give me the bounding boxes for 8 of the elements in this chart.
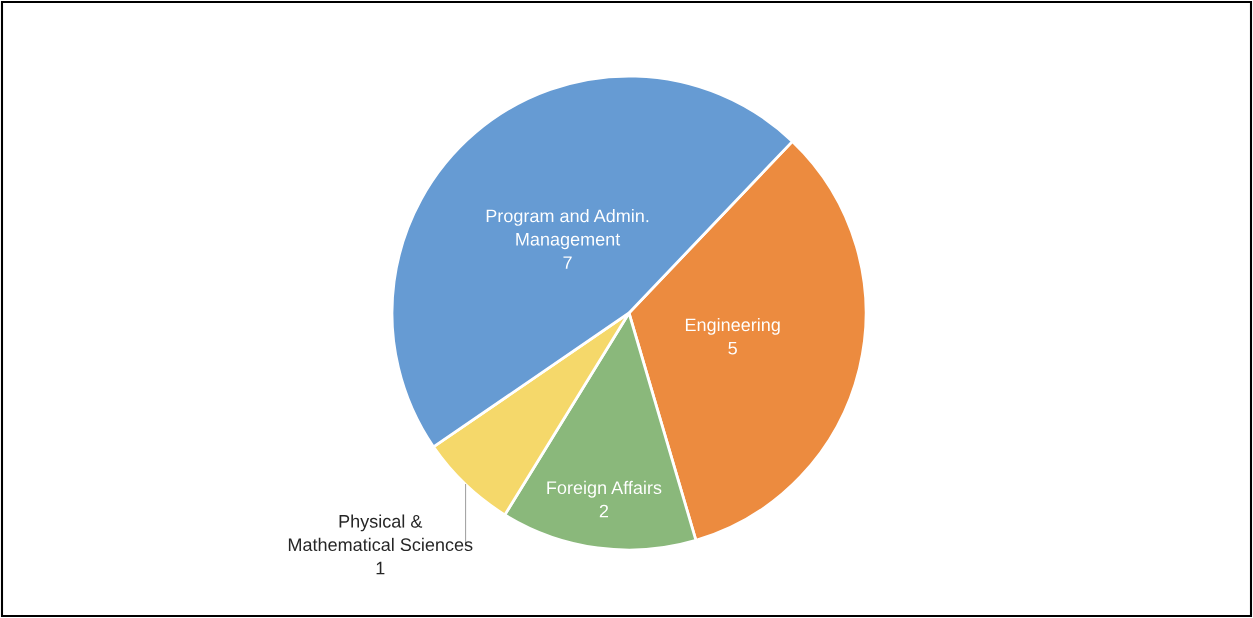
slice-label: Engineering — [685, 317, 780, 335]
data-label: 2 — [599, 504, 609, 518]
slice-label: Physical & Mathematical Sciences — [288, 514, 473, 552]
slice-label: Foreign Affairs — [547, 480, 662, 498]
data-label: 1 — [376, 561, 385, 575]
data-label: 5 — [728, 342, 737, 355]
data-label: 7 — [563, 256, 572, 269]
slice-label: Program and Admin. Management — [486, 209, 649, 250]
